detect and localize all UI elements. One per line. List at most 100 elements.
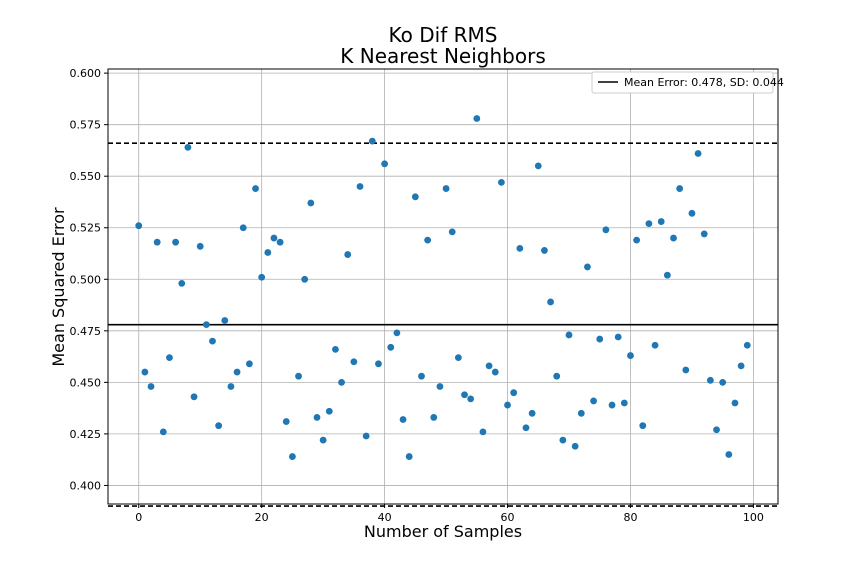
data-point	[227, 383, 235, 390]
data-point	[706, 376, 714, 384]
data-point	[362, 432, 370, 440]
data-point	[239, 224, 247, 232]
data-point	[338, 378, 345, 386]
data-point	[743, 341, 751, 349]
data-point	[135, 222, 143, 230]
x-axis-ticks: 0 20 40 60 80 100	[135, 504, 764, 524]
data-point	[620, 399, 628, 407]
data-point	[676, 185, 684, 192]
data-point	[467, 395, 475, 403]
y-tick-label: 0.400	[70, 479, 102, 492]
data-point	[332, 345, 339, 353]
data-point	[528, 409, 536, 417]
data-point	[307, 199, 315, 207]
data-point	[393, 329, 401, 337]
data-point	[436, 383, 444, 390]
data-point	[264, 249, 272, 256]
reference-lines	[108, 142, 778, 507]
data-point	[682, 366, 690, 374]
data-point	[479, 428, 487, 436]
data-point	[196, 242, 204, 250]
data-point	[356, 183, 364, 190]
data-point	[473, 115, 481, 122]
data-point	[510, 389, 518, 397]
data-point	[289, 453, 296, 460]
y-tick-label: 0.600	[70, 67, 102, 80]
data-point	[657, 218, 665, 225]
data-point	[282, 418, 290, 425]
data-point	[202, 321, 210, 329]
x-tick-label: 20	[255, 511, 269, 524]
chart-subtitle: K Nearest Neighbors	[340, 44, 545, 68]
data-point	[411, 193, 419, 201]
data-point	[258, 273, 266, 281]
y-tick-label: 0.425	[70, 428, 102, 441]
data-point	[541, 247, 548, 254]
data-point	[209, 337, 216, 345]
data-point	[190, 393, 198, 401]
data-point	[430, 414, 438, 421]
data-point	[252, 185, 259, 192]
data-point	[497, 178, 505, 186]
data-point	[553, 372, 561, 380]
x-tick-label: 40	[378, 511, 392, 524]
y-tick-label: 0.550	[70, 170, 102, 183]
data-point	[504, 401, 511, 409]
data-point	[596, 335, 604, 343]
data-point	[221, 317, 229, 324]
data-point	[344, 251, 352, 258]
data-point	[325, 407, 333, 415]
data-point	[645, 220, 653, 228]
data-point	[159, 428, 167, 436]
legend-box	[591, 71, 774, 94]
data-point	[577, 409, 585, 417]
data-point	[295, 372, 302, 380]
data-point	[442, 185, 450, 192]
y-axis-label: Mean Squared Error	[49, 207, 68, 367]
y-tick-label: 0.500	[70, 273, 102, 286]
plot-frame	[107, 68, 779, 505]
data-point	[700, 230, 708, 238]
data-point	[559, 436, 567, 444]
data-point	[670, 234, 677, 242]
data-point	[418, 372, 425, 380]
data-point	[590, 397, 597, 405]
y-tick-label: 0.575	[70, 119, 102, 132]
data-point	[651, 341, 659, 349]
data-point	[608, 401, 616, 409]
data-point	[448, 228, 456, 236]
data-point	[270, 234, 278, 242]
data-point	[534, 162, 542, 170]
data-point	[719, 378, 727, 386]
data-point	[737, 362, 745, 370]
data-point	[713, 426, 720, 434]
y-tick-label: 0.525	[70, 222, 102, 235]
data-point	[522, 424, 530, 432]
legend-label: Mean Error: 0.478, SD: 0.044	[624, 76, 784, 89]
data-point	[614, 333, 622, 341]
data-point	[491, 368, 499, 376]
data-point	[276, 238, 284, 246]
data-point	[731, 399, 739, 407]
data-point	[233, 368, 241, 376]
x-tick-label: 0	[135, 511, 142, 524]
data-point	[725, 451, 733, 458]
data-point	[147, 383, 155, 390]
data-point	[350, 358, 358, 366]
x-axis-label: Number of Samples	[364, 522, 522, 541]
x-tick-label: 100	[743, 511, 764, 524]
data-point	[516, 244, 524, 252]
chart-title: Ko Dif RMS	[389, 23, 498, 47]
data-point	[405, 453, 413, 460]
data-point	[694, 150, 702, 157]
y-axis-ticks: 0.400 0.425 0.450 0.475 0.500 0.525 0.550 0.575…	[70, 67, 108, 492]
x-tick-label: 80	[623, 511, 637, 524]
grid	[108, 69, 778, 504]
data-point	[153, 238, 161, 246]
data-point	[375, 360, 382, 368]
x-tick-label: 60	[501, 511, 515, 524]
data-points	[135, 115, 751, 460]
y-tick-label: 0.475	[70, 325, 102, 338]
